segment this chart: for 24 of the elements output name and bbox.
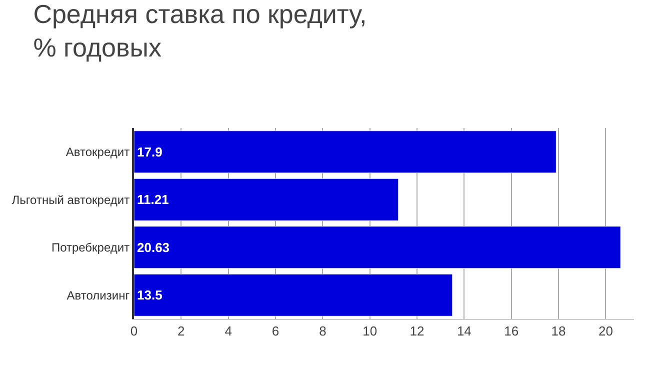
data-label: 13.5 <box>137 288 162 303</box>
y-tick-label: Автолизинг <box>66 288 130 302</box>
x-tick-label: 18 <box>551 324 566 339</box>
bar <box>134 130 556 174</box>
x-tick-label: 6 <box>272 324 280 339</box>
chart-title: Средняя ставка по кредиту, % годовых <box>33 0 367 63</box>
x-tick-label: 4 <box>224 324 232 339</box>
bar <box>134 178 399 221</box>
x-tick-label: 0 <box>130 324 138 339</box>
x-tick-label: 16 <box>504 324 519 339</box>
data-label: 11.21 <box>137 192 169 208</box>
x-tick-label: 20 <box>598 324 613 339</box>
x-tick-label: 8 <box>319 324 326 339</box>
y-tick-label: Потребкредит <box>51 240 130 255</box>
y-tick-label: Льготный автокредит <box>12 192 130 207</box>
x-tick-label: 2 <box>178 324 185 339</box>
x-tick-label: 14 <box>456 324 472 339</box>
data-label: 17.9 <box>137 144 162 160</box>
y-tick-label: Автокредит <box>66 145 130 160</box>
data-label: 20.63 <box>137 240 170 255</box>
bar <box>134 274 453 316</box>
x-tick-label: 12 <box>410 324 424 339</box>
bar <box>134 226 621 269</box>
x-tick-label: 10 <box>362 324 378 339</box>
